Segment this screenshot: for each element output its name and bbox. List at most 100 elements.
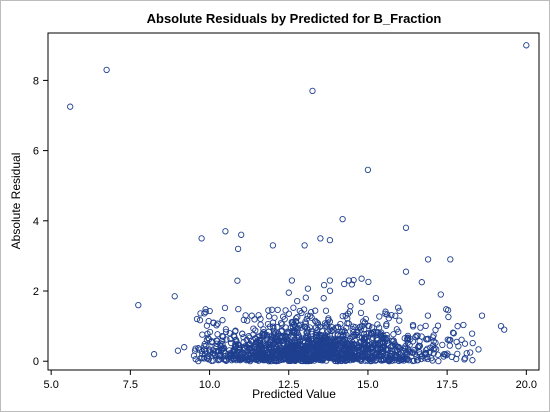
data-point [274,306,281,314]
data-point [270,323,277,330]
data-point [201,310,208,317]
data-point [301,242,308,249]
data-point [196,346,203,353]
x-tick-label: 5.0 [44,379,59,391]
data-point [226,347,233,354]
data-point [342,312,349,319]
data-point [219,317,226,324]
data-point [210,347,217,354]
data-point [181,344,188,351]
data-point [324,328,332,335]
data-point [307,312,314,320]
data-point [198,235,205,242]
data-point [367,345,374,353]
data-point [413,332,420,339]
data-point [230,355,238,362]
data-point [222,228,229,235]
data-point [250,325,257,332]
data-point [388,347,395,354]
data-point [280,356,287,363]
data-point [247,337,255,345]
data-point [222,326,230,333]
chart-title: Absolute Residuals by Predicted for B_Fr… [147,11,442,26]
x-axis-label: Predicted Value [252,387,336,401]
data-point [291,327,298,334]
data-point [402,224,410,231]
data-point [358,298,365,305]
data-point [240,345,247,352]
data-point [345,277,353,284]
data-point [276,347,283,355]
data-point [364,350,371,358]
data-point [302,318,309,325]
data-point [227,353,234,360]
data-point [429,357,436,364]
data-point [468,330,476,337]
x-tick-label: 10.0 [199,379,220,391]
data-point [255,357,262,364]
data-point [318,327,326,335]
data-point [326,277,334,284]
data-point [220,345,227,352]
data-point [365,278,372,286]
x-tick-label: 7.5 [123,379,138,391]
data-point [395,328,402,335]
data-point [340,356,348,363]
data-point [285,344,292,351]
data-point [298,309,305,317]
data-point [204,334,212,342]
data-point [322,333,329,340]
data-points [67,42,530,365]
data-point [447,256,454,263]
data-point [461,340,469,347]
data-point [227,339,235,347]
data-point [197,355,204,362]
data-point [291,346,298,353]
data-point [274,324,281,331]
data-point [350,323,357,330]
data-point [231,333,238,340]
data-point [394,304,402,311]
data-point [307,343,314,350]
x-tick-label: 12.5 [278,379,299,391]
data-point [192,355,199,363]
data-point [497,322,505,330]
data-point [341,328,348,335]
data-point [299,357,307,365]
data-point [423,336,430,343]
data-point [389,353,396,361]
data-point [217,354,225,361]
data-point [339,215,346,223]
data-point [320,345,327,353]
data-point [323,352,331,359]
data-point [461,356,468,363]
data-point [171,293,178,300]
data-point [375,324,383,331]
data-point [326,287,334,294]
data-point [392,352,400,360]
data-point [248,312,255,319]
data-point [103,66,110,74]
data-point [328,328,335,335]
data-point [376,313,383,320]
data-point [402,346,409,353]
data-point [67,103,74,110]
data-point [273,357,280,365]
data-point [329,343,336,351]
data-point [202,306,209,313]
data-point [196,317,204,324]
data-point [214,331,221,338]
data-point [174,347,182,354]
data-point [469,357,476,364]
data-point [404,332,412,340]
data-point [234,277,241,284]
data-point [445,313,452,321]
data-point [340,327,347,334]
data-point [206,347,213,354]
data-point [380,334,387,341]
data-point [328,324,336,331]
data-point [344,320,351,327]
data-point [193,315,201,323]
data-point [150,351,158,358]
